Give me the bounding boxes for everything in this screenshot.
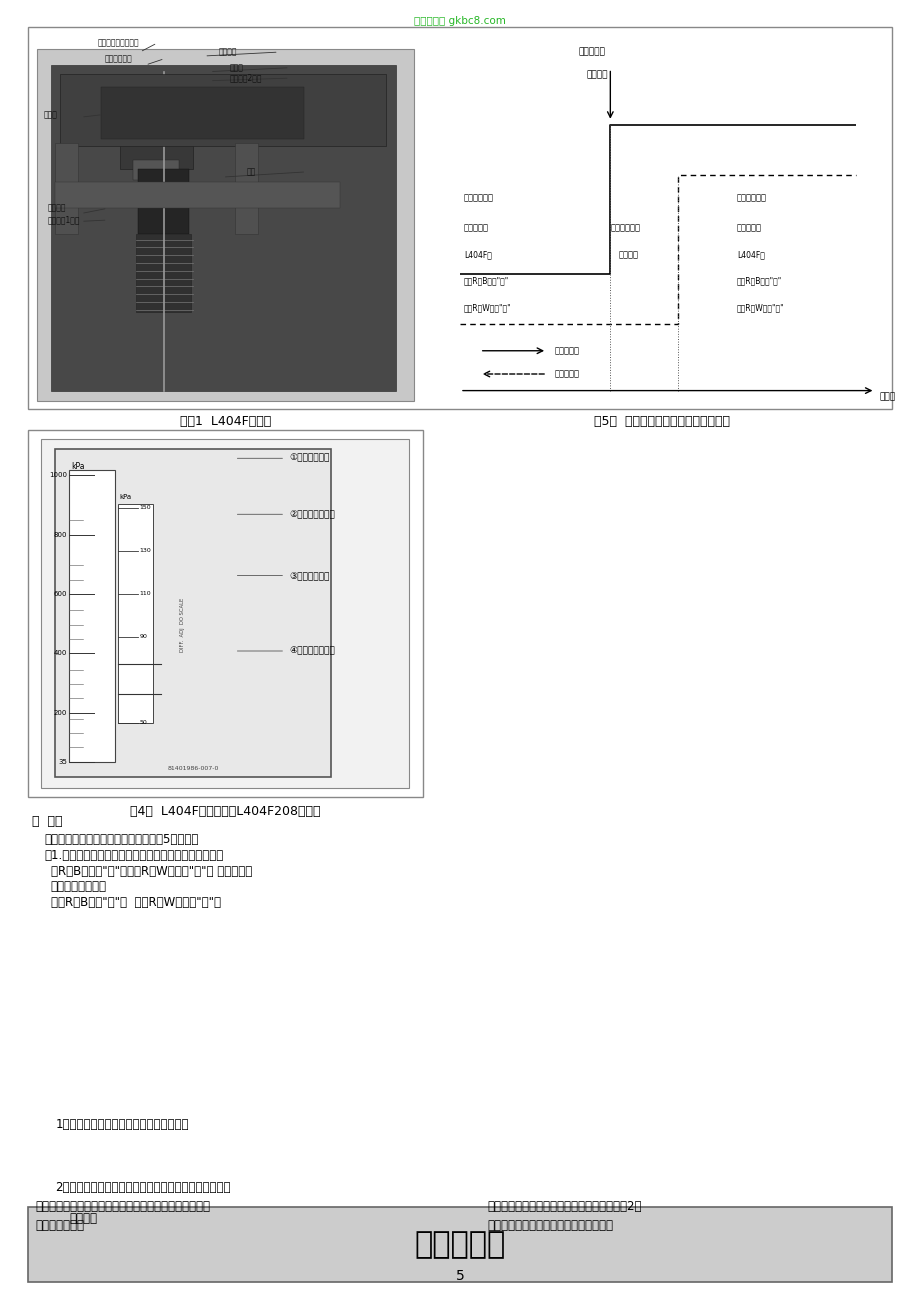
Text: kPa: kPa xyxy=(119,495,131,500)
Text: 端子R、B變為"閉"，  端子R、W間變為"開"。: 端子R、B變為"閉"， 端子R、W間變為"開"。 xyxy=(51,896,221,909)
Bar xyxy=(37,49,414,401)
Text: DIFF.  ADJ  DO SCALE: DIFF. ADJ DO SCALE xyxy=(179,598,185,652)
Ellipse shape xyxy=(141,362,187,393)
Text: 導管用: 導管用 xyxy=(230,64,244,72)
Text: 端子R、B閉－"開": 端子R、B閉－"開" xyxy=(736,276,781,285)
Bar xyxy=(119,78,193,169)
Text: 壓力調節螺絲: 壓力調節螺絲 xyxy=(105,55,132,62)
Text: 到壓力設定點時，: 到壓力設定點時， xyxy=(51,880,107,893)
Text: ④不可調間隙指針: ④不可調間隙指針 xyxy=(289,647,335,655)
Bar xyxy=(55,143,78,234)
Bar xyxy=(133,160,179,180)
Bar xyxy=(55,182,340,208)
Text: 關動作。: 關動作。 xyxy=(69,1212,96,1225)
Text: ②不可調間隙刻度: ②不可調間隙刻度 xyxy=(289,510,335,518)
Text: （壓力下降）: （壓力下降） xyxy=(463,194,494,203)
Text: 間隙的狀態: 間隙的狀態 xyxy=(736,224,761,233)
Text: 安裝、接線、壓力設定、不可調間隙設定完成後，請進
行如下的檢查。: 安裝、接線、壓力設定、不可調間隙設定完成後，請進 行如下的檢查。 xyxy=(35,1200,210,1233)
Text: 杠杆: 杠杆 xyxy=(246,168,255,176)
Text: 130: 130 xyxy=(140,548,152,553)
Text: kPa: kPa xyxy=(71,462,85,470)
Text: 1.當壓力上昇，不可調間隙壓力達到了壓力設定點時端: 1.當壓力上昇，不可調間隙壓力達到了壓力設定點時端 xyxy=(44,849,223,862)
Text: 照片1  L404F的內部: 照片1 L404F的內部 xyxy=(179,415,271,428)
Text: 不可調間隙調節螺絲: 不可調間隙調節螺絲 xyxy=(97,39,139,47)
Text: 壓力大: 壓力大 xyxy=(879,393,894,402)
Bar xyxy=(28,27,891,409)
Text: 注：調節器在工場進行了嚴格的調整，在進行2項
　　的確認時，請用精確的壓力錶進行。: 注：調節器在工場進行了嚴格的調整，在進行2項 的確認時，請用精確的壓力錶進行。 xyxy=(487,1200,641,1233)
Bar xyxy=(28,430,423,797)
Bar xyxy=(28,1207,891,1282)
Text: 子R、B間變為"開"；端子R、W間變為"閉"。 當壓力下降: 子R、B間變為"開"；端子R、W間變為"閉"。 當壓力下降 xyxy=(51,865,252,878)
Text: （動作間隙）: （動作間隙） xyxy=(609,224,640,233)
Text: 2．實際進行壓力上升、下降，當達到希望設定壓力時開: 2．實際進行壓力上升、下降，當達到希望設定壓力時開 xyxy=(55,1181,231,1194)
Text: 壓力上昇時: 壓力上昇時 xyxy=(554,346,579,355)
Bar xyxy=(136,234,191,312)
Text: 刻度板: 刻度板 xyxy=(43,111,57,118)
Text: 81401986-007-0: 81401986-007-0 xyxy=(167,766,219,771)
Text: 200: 200 xyxy=(53,710,67,716)
Text: 1．調節器未受到馬達等引起的過度振動。: 1．調節器未受到馬達等引起的過度振動。 xyxy=(55,1118,188,1131)
Bar xyxy=(118,504,153,723)
Text: 端子R、B閉－"閉": 端子R、B閉－"閉" xyxy=(463,276,508,285)
Text: 工控编程吧 gkbc8.com: 工控编程吧 gkbc8.com xyxy=(414,16,505,26)
Text: 1000: 1000 xyxy=(49,473,67,478)
Text: 400: 400 xyxy=(53,650,67,656)
Bar xyxy=(55,449,331,777)
Text: ①壓力設定刻度: ①壓力設定刻度 xyxy=(289,454,330,462)
Text: （參考第1圖）: （參考第1圖） xyxy=(48,216,80,224)
Text: 90: 90 xyxy=(140,634,148,639)
Text: 端子R、W閉－"開": 端子R、W閉－"開" xyxy=(463,303,511,312)
Bar xyxy=(101,87,303,139)
Text: 維護・検查: 維護・検查 xyxy=(414,1230,505,1259)
Bar xyxy=(69,470,115,762)
Text: 第4圖  L404F的刻度板（L404F208的例）: 第4圖 L404F的刻度板（L404F208的例） xyxy=(130,805,321,818)
Circle shape xyxy=(320,763,331,779)
Text: 壓力設定點與不可調間隙的關係如第5圖所示。: 壓力設定點與不可調間隙的關係如第5圖所示。 xyxy=(44,833,199,846)
Bar xyxy=(60,74,386,146)
Text: 150: 150 xyxy=(140,505,152,510)
Text: 5: 5 xyxy=(455,1269,464,1282)
Text: 800: 800 xyxy=(53,531,67,538)
Text: （可變）: （可變） xyxy=(586,70,607,79)
Circle shape xyxy=(320,450,331,466)
Text: 600: 600 xyxy=(53,591,67,596)
Text: （可變）: （可變） xyxy=(618,250,638,259)
Text: 第5圖  壓力設定點與不可調間隙的關係: 第5圖 壓力設定點與不可調間隙的關係 xyxy=(594,415,730,428)
Text: 50: 50 xyxy=(140,720,147,725)
Text: 壓力設定點: 壓力設定點 xyxy=(578,47,605,56)
Text: 膠膜孔（2處）: 膠膜孔（2處） xyxy=(230,74,262,82)
Text: 端子R、W閉－"閉": 端子R、W閉－"閉" xyxy=(736,303,784,312)
Text: L404F－: L404F－ xyxy=(463,250,492,259)
Text: 壓力下降時: 壓力下降時 xyxy=(554,370,579,379)
Text: 動  作：: 動 作： xyxy=(32,815,62,828)
Text: （壓力上昇）: （壓力上昇） xyxy=(736,194,766,203)
Text: L404F－: L404F－ xyxy=(736,250,764,259)
Text: 110: 110 xyxy=(140,591,152,596)
Text: 間隙的狀態: 間隙的狀態 xyxy=(463,224,488,233)
Bar xyxy=(138,169,188,234)
Text: 35: 35 xyxy=(58,759,67,764)
Bar xyxy=(234,143,257,234)
Bar xyxy=(41,439,409,788)
Bar xyxy=(51,65,395,391)
Circle shape xyxy=(54,763,65,779)
Text: 連接螺絲: 連接螺絲 xyxy=(48,204,66,212)
Circle shape xyxy=(54,450,65,466)
Text: 微動間隔: 微動間隔 xyxy=(219,48,237,56)
Text: ③壓力設定指針: ③壓力設定指針 xyxy=(289,572,330,579)
